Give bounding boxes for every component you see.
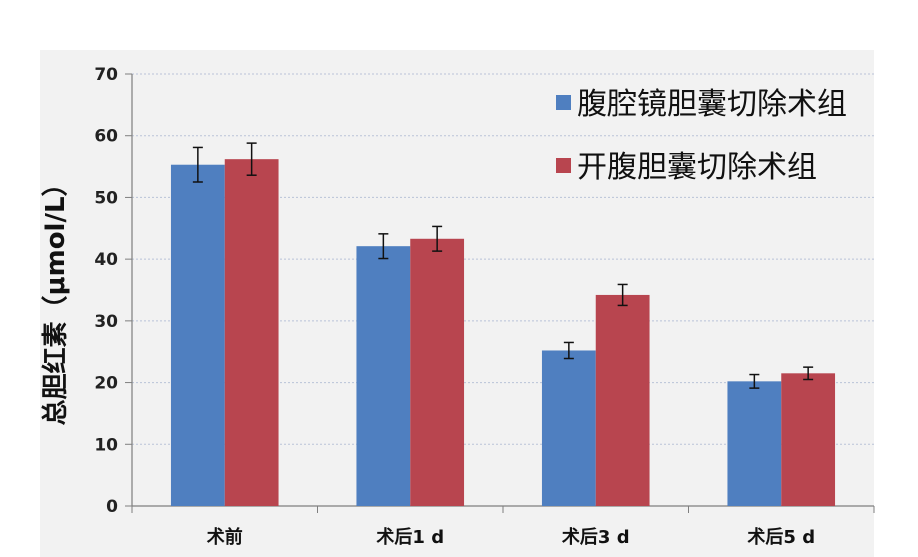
y-tick-label: 0: [106, 497, 118, 517]
bar: [595, 294, 650, 506]
legend-swatch: [556, 95, 571, 110]
y-tick-label: 20: [94, 374, 118, 394]
y-tick-label: 60: [94, 127, 118, 147]
bars: [170, 142, 836, 506]
bar: [170, 164, 225, 506]
x-tick-label: 术后5 d: [747, 526, 815, 548]
y-tick-label: 70: [94, 65, 118, 85]
bar: [410, 238, 465, 506]
legend-label: 开腹胆囊切除术组: [577, 150, 817, 185]
y-axis-title: 总胆红素（μmol/L）: [40, 170, 71, 425]
y-tick-label: 10: [94, 435, 118, 455]
y-tick-label: 40: [94, 250, 118, 270]
bar: [356, 246, 411, 506]
y-tick-label: 30: [94, 312, 118, 332]
x-tick-label: 术前: [207, 526, 243, 548]
bar: [781, 373, 836, 506]
legend-swatch: [556, 158, 571, 173]
legend-label: 腹腔镜胆囊切除术组: [577, 87, 847, 122]
labels: 0 10 20 30 40 50 60 70 术前 术后1 d 术后3 d 术后5 d 总胆红素（μmo…: [40, 65, 815, 548]
y-tick-label: 50: [94, 188, 118, 208]
x-tick-label: 术后1 d: [376, 526, 444, 548]
bar: [727, 381, 782, 506]
bar: [224, 159, 279, 506]
bar: [541, 350, 596, 506]
x-tick-label: 术后3 d: [562, 526, 630, 548]
